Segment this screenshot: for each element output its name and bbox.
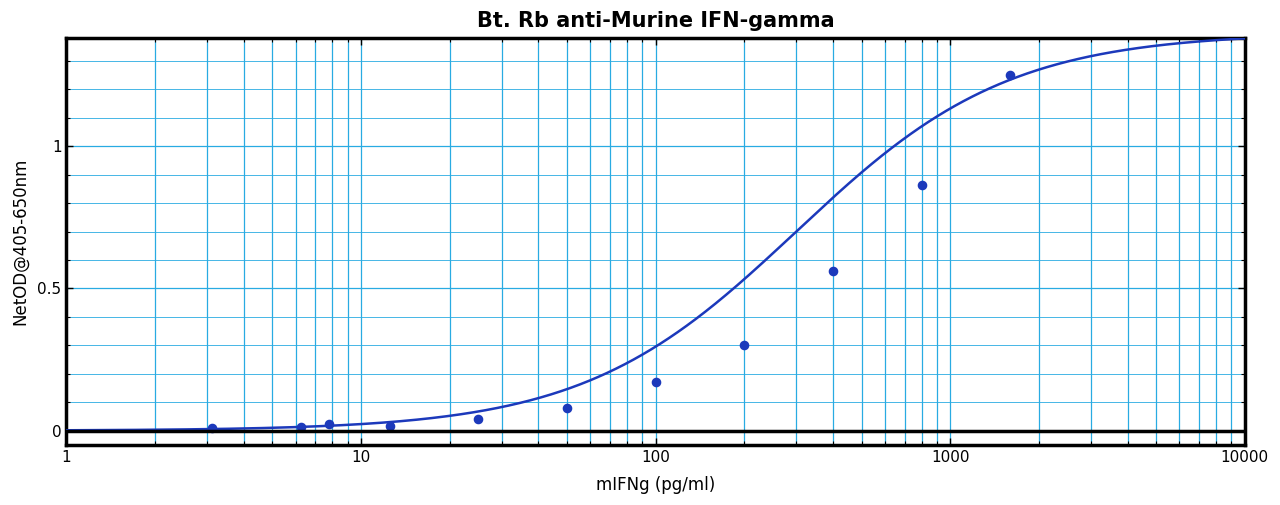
Point bbox=[379, 422, 399, 430]
Point bbox=[319, 420, 339, 428]
Point bbox=[468, 415, 489, 423]
Title: Bt. Rb anti-Murine IFN-gamma: Bt. Rb anti-Murine IFN-gamma bbox=[477, 11, 835, 31]
Point bbox=[202, 424, 223, 432]
X-axis label: mIFNg (pg/ml): mIFNg (pg/ml) bbox=[596, 476, 716, 494]
Point bbox=[1000, 71, 1020, 79]
Point bbox=[291, 423, 311, 431]
Point bbox=[911, 181, 932, 189]
Point bbox=[557, 404, 577, 412]
Point bbox=[645, 378, 666, 386]
Y-axis label: NetOD@405-650nm: NetOD@405-650nm bbox=[12, 158, 29, 325]
Point bbox=[823, 267, 844, 275]
Point bbox=[733, 341, 754, 349]
